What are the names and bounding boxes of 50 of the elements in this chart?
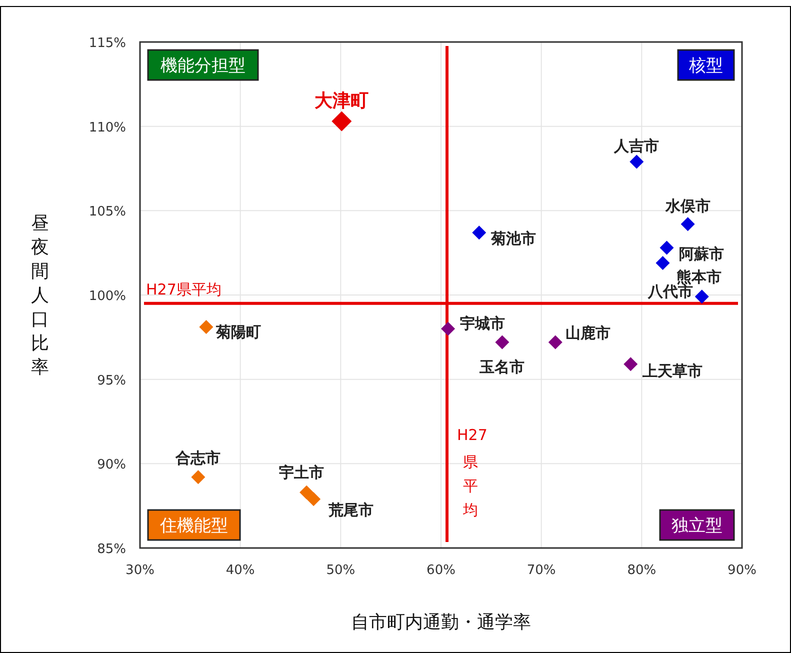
annotation: 水俣市 — [664, 197, 710, 216]
x-tick-label: 70% — [526, 563, 556, 578]
y-tick-label: 100% — [88, 289, 126, 304]
point — [680, 217, 695, 232]
point — [660, 240, 674, 255]
y-axis-title: 昼夜間人口比率 — [31, 213, 49, 378]
annotation: 大津町 — [314, 90, 369, 112]
y-tick-label: 85% — [97, 542, 126, 557]
ref-line-label: H27県平均 — [457, 426, 488, 519]
point — [332, 111, 352, 132]
y-tick-label: 95% — [97, 373, 126, 388]
annotation: 核型 — [688, 56, 723, 76]
annotation: 荒尾市 — [328, 501, 374, 520]
annotation: 独立型 — [672, 516, 722, 536]
annotation: 菊陽町 — [215, 323, 262, 342]
point — [306, 492, 321, 506]
point — [495, 335, 510, 350]
point — [656, 256, 670, 270]
x-tick-label: 60% — [426, 563, 456, 578]
x-tick-label: 50% — [326, 563, 356, 578]
ref-line-label: H27県平均 — [146, 280, 222, 298]
x-tick-label: 80% — [627, 563, 656, 578]
y-tick-label: 105% — [88, 204, 126, 220]
point — [199, 320, 214, 334]
point — [624, 357, 638, 372]
annotation: 玉名市 — [478, 358, 525, 376]
x-tick-label: 30% — [126, 563, 154, 578]
annotation: 宇城市 — [460, 314, 506, 333]
y-tick-label: 115% — [88, 36, 126, 51]
point — [300, 485, 314, 500]
point — [694, 290, 709, 304]
annotation: 住機能型 — [159, 516, 228, 536]
x-tick-label: 40% — [226, 563, 255, 578]
annotation: 山鹿市 — [565, 324, 610, 342]
annotation: 人吉市 — [613, 136, 660, 155]
annotation: 上天草市 — [642, 362, 703, 380]
point — [630, 154, 644, 169]
annotation: 合志市 — [174, 449, 221, 468]
annotation: 機能分担型 — [160, 56, 246, 76]
point — [472, 226, 486, 240]
y-tick-label: 110% — [88, 120, 126, 136]
point — [441, 322, 456, 336]
x-tick-label: 90% — [728, 563, 756, 578]
annotation: 菊池市 — [490, 230, 536, 248]
x-axis-title: 自市町内通勤・通学率 — [351, 612, 531, 633]
y-tick-label: 90% — [97, 458, 126, 473]
point — [548, 335, 562, 350]
point — [191, 470, 206, 484]
annotation: 宇土市 — [279, 463, 324, 482]
annotation: 阿蘇市 — [678, 244, 724, 263]
